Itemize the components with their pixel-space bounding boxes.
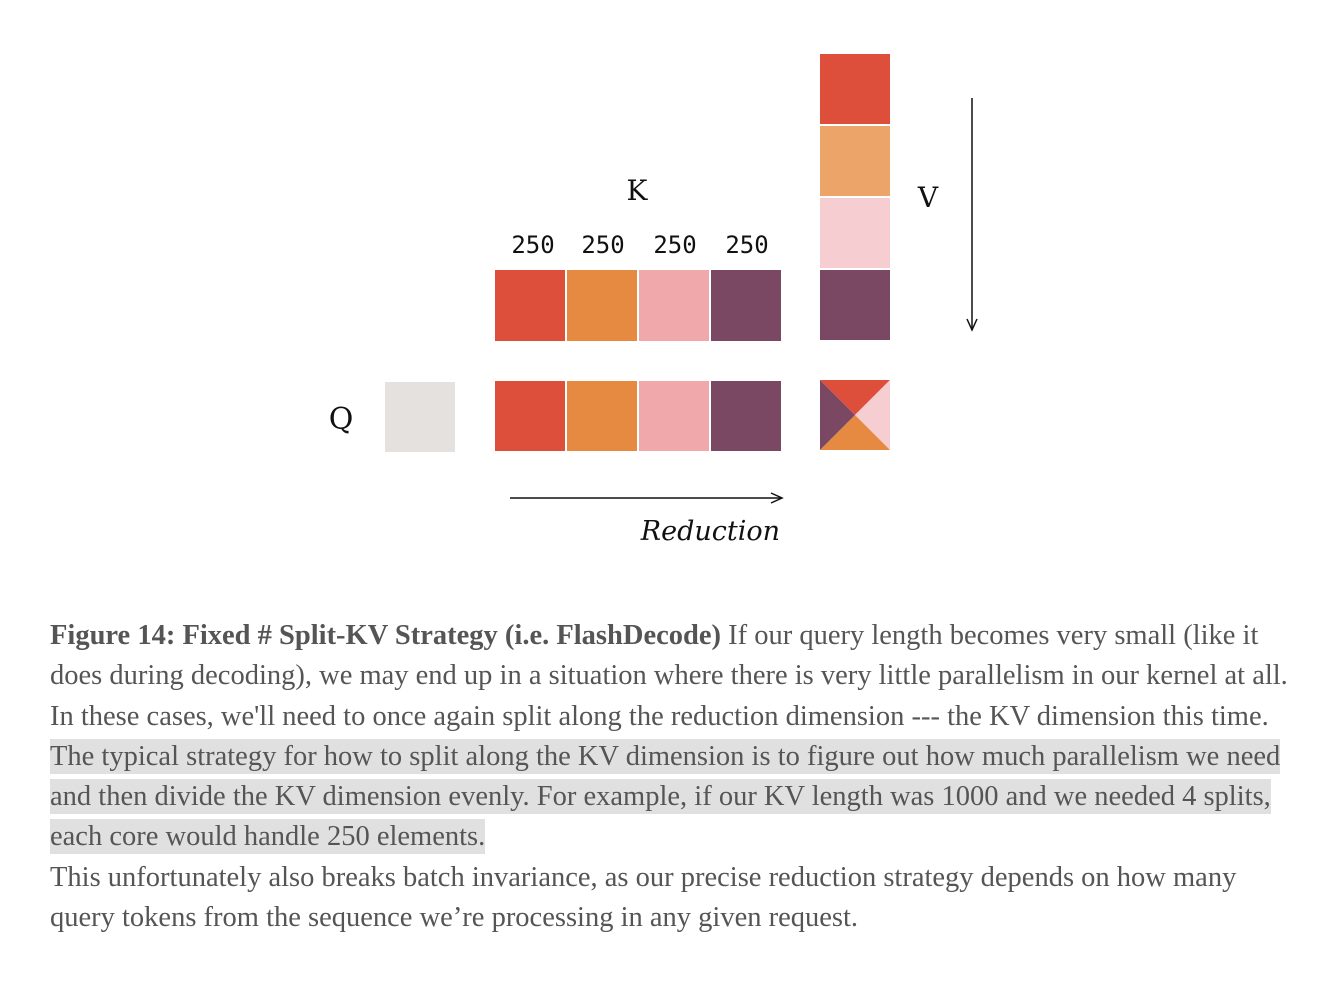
v-block-3 [820,198,890,268]
qk-block-3 [639,381,709,451]
qk-block-4 [711,381,781,451]
k-block-3 [639,270,709,341]
v-block-1 [820,54,890,124]
k-label: K [627,174,649,207]
v-block-4 [820,270,890,340]
split-size-label: 250 [581,231,624,259]
split-kv-diagram: K 250 250 250 250 V Q Reduction [329,54,978,547]
split-size-label: 250 [511,231,554,259]
split-size-label: 250 [725,231,768,259]
caption-text: If our query length becomes very small (… [50,620,1288,732]
figure-caption: Figure 14: Fixed # Split-KV Strategy (i.… [50,616,1290,938]
k-block-2 [567,270,637,341]
split-size-label: 250 [653,231,696,259]
q-block [385,382,455,452]
k-blocks [495,270,781,341]
highlighted-text: The typical strategy for how to split al… [50,738,1281,855]
k-block-4 [711,270,781,341]
caption-followup: This unfortunately also breaks batch inv… [50,861,1237,934]
qk-blocks [495,381,781,451]
qk-block-1 [495,381,565,451]
output-tile-top [820,380,890,415]
v-block-2 [820,126,890,196]
output-tile-right [855,380,890,450]
qk-block-2 [567,381,637,451]
v-label: V [917,181,939,214]
v-blocks [820,54,890,340]
output-tile-left [820,380,855,450]
output-tile [820,380,890,450]
k-block-1 [495,270,565,341]
output-tile-bottom [820,415,890,450]
caption-paragraph: Figure 14: Fixed # Split-KV Strategy (i.… [50,616,1290,858]
figure-title: Figure 14: Fixed # Split-KV Strategy (i.… [50,620,721,651]
q-label: Q [329,402,354,437]
reduction-label: Reduction [640,516,780,547]
